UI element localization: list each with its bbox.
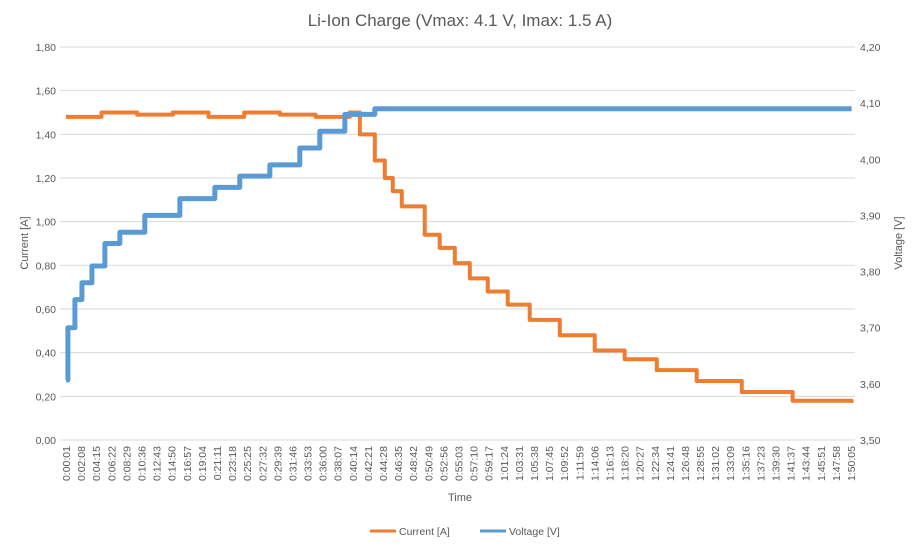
y-tick-label: 1,80 — [36, 42, 57, 54]
y-tick-label: 0,60 — [36, 304, 57, 316]
current-series-line — [66, 110, 854, 403]
x-tick-label: 0:12:43 — [152, 446, 164, 481]
series-group — [65, 106, 854, 403]
x-axis: 0:00:01 0:02:08 0:04:15 0:06:22 0:08:29 0:10:… — [61, 446, 858, 481]
y-tick-label: 1,60 — [36, 86, 57, 98]
y2-tick-label: 4,10 — [860, 98, 881, 110]
y-axis-title: Current [A] — [19, 216, 31, 269]
chart-title: Li-Ion Charge (Vmax: 4.1 V, Imax: 1.5 A) — [308, 11, 613, 30]
x-tick-label: 0:50:49 — [423, 446, 435, 481]
x-tick-label: 0:25:25 — [242, 446, 254, 481]
x-tick-label: 0:48:42 — [408, 446, 420, 481]
y-tick-label: 1,00 — [36, 217, 57, 229]
y-tick-label: 1,20 — [36, 173, 57, 185]
x-tick-label: 0:31:46 — [287, 446, 299, 481]
x-tick-label: 1:05:38 — [529, 446, 541, 481]
x-tick-label: 0:55:03 — [454, 446, 466, 481]
x-tick-label: 1:33:09 — [725, 446, 737, 481]
x-tick-label: 1:22:34 — [650, 446, 662, 481]
x-tick-label: 0:46:35 — [393, 446, 405, 481]
x-tick-label: 1:24:41 — [665, 446, 677, 481]
x-tick-label: 0:33:53 — [303, 446, 315, 481]
x-tick-label: 0:40:14 — [348, 446, 360, 481]
y2-tick-label: 3,80 — [860, 267, 881, 279]
x-tick-label: 1:16:13 — [604, 446, 616, 481]
x-tick-label: 1:01:24 — [499, 446, 511, 481]
y2-tick-label: 4,00 — [860, 154, 881, 166]
y-tick-label: 0,40 — [36, 348, 57, 360]
x-tick-label: 0:23:18 — [227, 446, 239, 481]
x-tick-label: 0:44:28 — [378, 446, 390, 481]
x-tick-label: 0:27:32 — [257, 446, 269, 481]
y-tick-label: 1,40 — [36, 129, 57, 141]
x-tick-label: 1:18:20 — [620, 446, 632, 481]
x-tick-label: 1:03:31 — [514, 446, 526, 481]
x-tick-label: 1:50:05 — [846, 446, 858, 481]
y-tick-label: 0,80 — [36, 260, 57, 272]
x-tick-label: 0:57:10 — [469, 446, 481, 481]
y-tick-label: 0,00 — [36, 435, 57, 447]
x-tick-label: 0:36:00 — [318, 446, 330, 481]
x-tick-label: 1:09:52 — [559, 446, 571, 481]
x-tick-label: 1:37:23 — [755, 446, 767, 481]
legend-label-voltage: Voltage [V] — [509, 526, 560, 538]
x-tick-label: 1:07:45 — [544, 446, 556, 481]
x-tick-label: 0:59:17 — [484, 446, 496, 481]
x-tick-label: 0:42:21 — [363, 446, 375, 481]
x-tick-label: 0:29:39 — [272, 446, 284, 481]
y2-tick-label: 3,70 — [860, 323, 881, 335]
voltage-series-line — [65, 106, 852, 383]
x-tick-label: 1:43:44 — [801, 446, 813, 481]
x-tick-label: 1:11:59 — [574, 446, 586, 480]
y2-tick-label: 3,60 — [860, 379, 881, 391]
y2-tick-label: 3,50 — [860, 435, 881, 447]
gridlines — [60, 46, 855, 441]
legend: Current [A] Voltage [V] — [370, 526, 560, 538]
x-tick-label: 1:26:48 — [680, 446, 692, 481]
x-tick-label: 0:14:50 — [167, 446, 179, 481]
x-tick-label: 1:28:55 — [695, 446, 707, 481]
x-tick-label: 0:19:04 — [197, 446, 209, 481]
x-tick-label: 1:20:27 — [635, 446, 647, 481]
x-tick-label: 1:39:30 — [771, 446, 783, 481]
y-axis-right: 3,50 3,60 3,70 3,80 3,90 4,00 4,10 4,20 — [860, 42, 881, 447]
x-tick-label: 1:14:06 — [589, 446, 601, 481]
x-tick-label: 0:04:15 — [91, 446, 103, 481]
y2-tick-label: 4,20 — [860, 42, 881, 54]
x-tick-label: 0:10:36 — [136, 446, 148, 481]
x-tick-label: 0:06:22 — [106, 446, 118, 481]
x-tick-label: 1:45:51 — [816, 446, 828, 481]
x-tick-label: 0:52:56 — [438, 446, 450, 481]
x-tick-label: 0:08:29 — [121, 446, 133, 481]
x-tick-label: 0:00:01 — [61, 446, 73, 481]
legend-label-current: Current [A] — [399, 526, 450, 538]
x-tick-label: 1:47:58 — [831, 446, 843, 481]
x-tick-label: 0:38:07 — [333, 446, 345, 481]
y-axis-left: 0,00 0,20 0,40 0,60 0,80 1,00 1,20 1,40 1,60 1,80 — [36, 42, 57, 447]
x-tick-label: 0:16:57 — [182, 446, 194, 481]
y2-tick-label: 3,90 — [860, 210, 881, 222]
y-tick-label: 0,20 — [36, 391, 57, 403]
y2-axis-title: Voltage [V] — [893, 216, 905, 269]
x-tick-label: 1:31:02 — [710, 446, 722, 481]
x-tick-label: 1:41:37 — [786, 446, 798, 481]
x-tick-label: 1:35:16 — [740, 446, 752, 481]
x-tick-label: 0:21:11 — [212, 446, 224, 480]
x-tick-label: 0:02:08 — [76, 446, 88, 481]
x-axis-title: Time — [448, 492, 472, 504]
